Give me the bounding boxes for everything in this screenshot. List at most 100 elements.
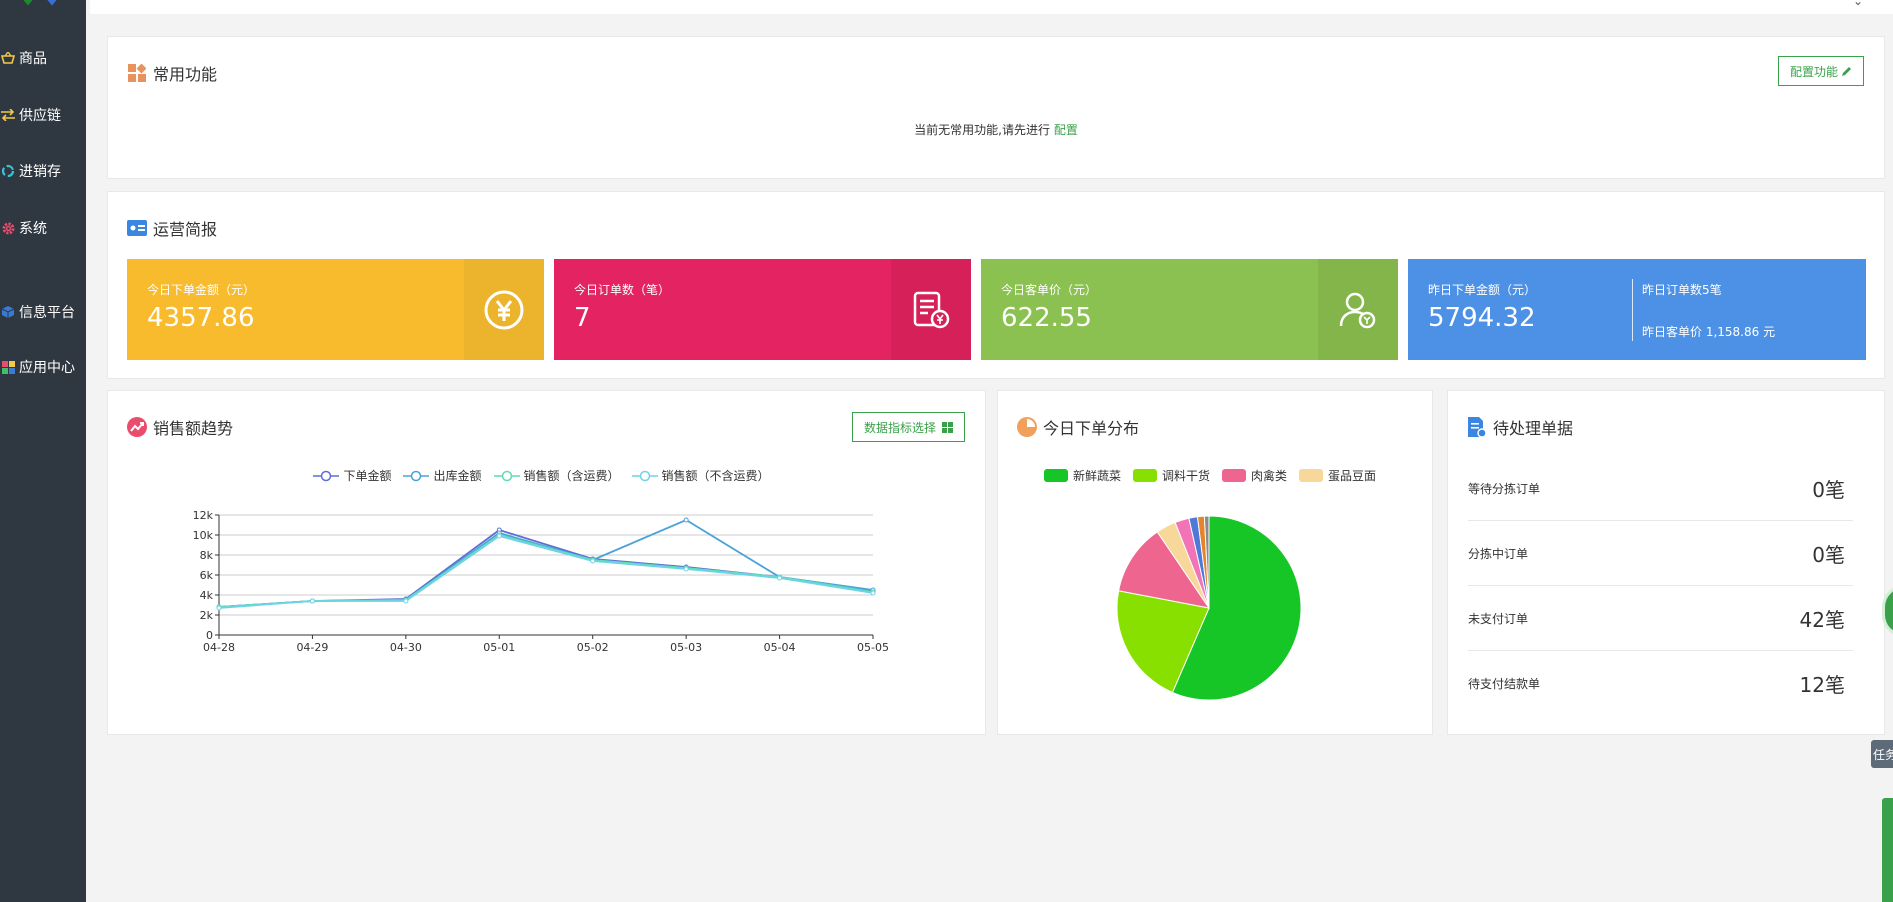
common-functions-title: 常用功能 (153, 65, 218, 84)
cube-icon (0, 304, 16, 320)
y-tick-label: 12k (193, 509, 214, 522)
sidebar-item-label: 应用中心 (19, 360, 75, 376)
sidebar-item-label: 进销存 (19, 164, 61, 180)
document-icon (1467, 417, 1487, 437)
id-card-icon (127, 218, 147, 238)
sidebar-item-inventory[interactable]: 进销存 (0, 161, 61, 181)
empty-functions-message: 当前无常用功能,请先进行 配置 (108, 121, 1884, 138)
sales-trend-header: 销售额趋势 (127, 415, 233, 439)
legend-item[interactable]: 调料干货 (1132, 467, 1210, 484)
stat-value: 7 (574, 303, 591, 333)
legend-label: 销售额（不含运费） (661, 469, 770, 483)
operations-report-header: 运营简报 (127, 216, 217, 240)
data-point[interactable] (216, 605, 222, 611)
pie-slice[interactable] (1203, 515, 1210, 609)
pending-row-settlement[interactable]: 待支付结款单 12笔 (1468, 651, 1853, 716)
legend-swatch (1132, 469, 1157, 482)
legend-marker-icon (403, 470, 430, 481)
y-tick-label: 4k (200, 589, 214, 602)
configure-functions-button[interactable]: 配置功能 (1778, 56, 1864, 86)
pending-row-unpaid[interactable]: 未支付订单 42笔 (1468, 586, 1853, 651)
pending-value: 0笔 (1812, 542, 1845, 567)
y-tick-label: 8k (200, 549, 214, 562)
today-order-count-card: 今日订单数（笔） 7 (554, 259, 971, 360)
legend-item[interactable]: 销售额（不含运费） (631, 467, 770, 484)
order-distribution-panel: 今日下单分布 新鲜蔬菜 调料干货 肉禽类 蛋品豆面 (997, 390, 1433, 735)
configure-link[interactable]: 配置 (1053, 123, 1078, 137)
x-tick-label: 04-30 (390, 641, 422, 654)
sidebar-item-label: 供应链 (19, 108, 61, 124)
yesterday-avg: 昨日客单价 1,158.86 元 (1642, 325, 1776, 339)
sidebar-item-label: 商品 (19, 51, 47, 67)
data-point[interactable] (309, 598, 315, 604)
legend-label: 新鲜蔬菜 (1072, 469, 1121, 483)
y-tick-label: 10k (193, 529, 214, 542)
data-point[interactable] (870, 590, 876, 596)
task-tab[interactable]: 任务 (1871, 740, 1893, 768)
x-tick-label: 04-28 (203, 641, 235, 654)
y-tick-label: 2k (200, 609, 214, 622)
data-point[interactable] (683, 566, 689, 572)
yen-circle-icon (484, 290, 524, 329)
pending-value: 0笔 (1812, 477, 1845, 502)
legend-item[interactable]: 出库金额 (403, 467, 482, 484)
pending-label: 分拣中订单 (1468, 546, 1529, 561)
legend-swatch (1222, 469, 1246, 482)
data-point[interactable] (683, 517, 689, 523)
data-point[interactable] (777, 575, 783, 581)
pending-documents-title: 待处理单据 (1493, 419, 1574, 438)
legend-swatch (1299, 469, 1324, 482)
legend-item[interactable]: 蛋品豆面 (1299, 467, 1376, 484)
legend-item[interactable]: 销售额（含运费） (493, 467, 620, 484)
stat-label: 今日客单价（元） (1001, 283, 1098, 297)
x-tick-label: 05-03 (670, 641, 702, 654)
data-point[interactable] (496, 533, 502, 539)
legend-marker-icon (493, 470, 520, 481)
legend-label: 蛋品豆面 (1328, 469, 1377, 483)
pending-value: 12笔 (1799, 673, 1845, 697)
pie-slice[interactable] (1118, 531, 1211, 609)
pending-documents-panel: 待处理单据 等待分拣订单 0笔 分拣中订单 0笔 未支付订单 42笔 待支付结款… (1447, 390, 1885, 735)
order-distribution-title: 今日下单分布 (1043, 419, 1140, 438)
today-avg-order-card: 今日客单价（元） 622.55 (981, 259, 1398, 360)
pie-slice[interactable] (1171, 515, 1302, 701)
invoice-icon (913, 291, 950, 328)
stat-value: 5794.32 (1428, 303, 1536, 333)
legend-item[interactable]: 肉禽类 (1222, 467, 1287, 484)
pending-row-awaiting-sort[interactable]: 等待分拣订单 0笔 (1468, 456, 1853, 521)
apps-icon (127, 63, 147, 83)
sidebar-item-app-center[interactable]: 应用中心 (0, 357, 75, 377)
stat-icon-box (891, 259, 971, 360)
metric-select-label: 数据指标选择 (863, 420, 936, 435)
data-point[interactable] (403, 598, 409, 604)
line-chart-legend: 下单金额 出库金额 销售额（含运费） 销售额（不含运费） (108, 467, 987, 484)
sidebar-item-label: 系统 (19, 221, 47, 237)
sidebar: 商品 供应链 进销存 系统 信息平台 应用中心 (0, 0, 86, 902)
yesterday-orders: 昨日订单数5笔 (1642, 283, 1722, 297)
y-tick-label: 0 (206, 629, 213, 642)
data-point[interactable] (590, 558, 596, 564)
side-promo-tab[interactable] (1882, 798, 1893, 902)
sidebar-item-supply-chain[interactable]: 供应链 (0, 105, 61, 125)
pending-row-sorting[interactable]: 分拣中订单 0笔 (1468, 521, 1853, 586)
series-line (218, 518, 874, 608)
legend-item[interactable]: 下单金额 (313, 467, 391, 484)
pending-label: 未支付订单 (1468, 611, 1529, 626)
legend-label: 肉禽类 (1251, 469, 1288, 483)
pie-slice[interactable] (1116, 590, 1210, 694)
sidebar-item-goods[interactable]: 商品 (0, 48, 47, 68)
sidebar-item-system[interactable]: 系统 (0, 218, 47, 238)
operations-report-panel: 运营简报 今日下单金额（元） 4357.86 今日订单数（笔） 7 今日客单价（… (107, 191, 1885, 379)
order-pie-chart (1116, 515, 1302, 701)
empty-functions-text: 当前无常用功能,请先进行 (914, 123, 1050, 137)
legend-item[interactable]: 新鲜蔬菜 (1043, 467, 1121, 484)
top-bar: ⌄ (90, 0, 1893, 14)
metric-select-button[interactable]: 数据指标选择 (852, 412, 965, 442)
sidebar-item-info-platform[interactable]: 信息平台 (0, 302, 75, 322)
series-line (218, 535, 874, 609)
x-tick-label: 05-01 (483, 641, 515, 654)
legend-swatch (1043, 469, 1068, 482)
user-menu-icon[interactable]: ⌄ (1852, 0, 1863, 8)
stat-label: 昨日下单金额（元） (1428, 283, 1537, 297)
legend-label: 出库金额 (433, 469, 482, 483)
